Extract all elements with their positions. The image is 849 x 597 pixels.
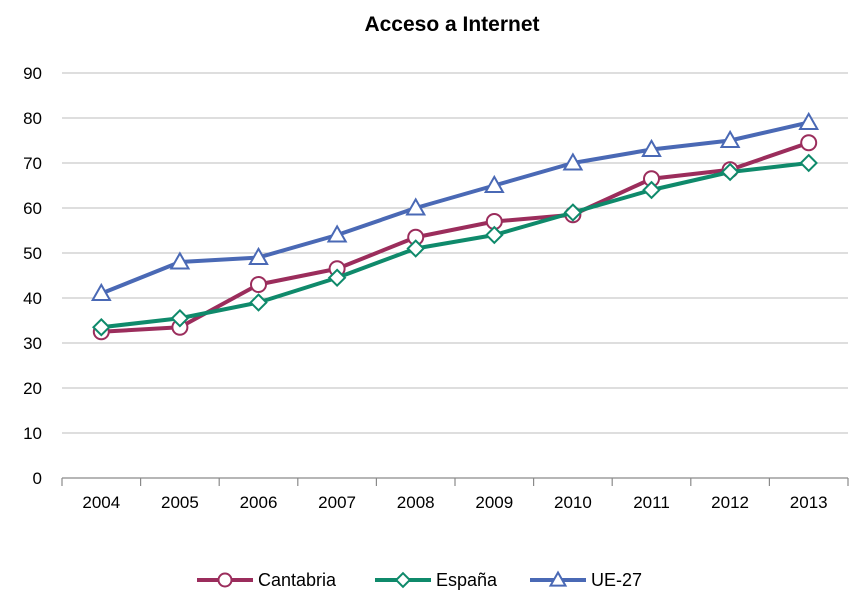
legend-swatch-marker-cantabria xyxy=(217,572,233,588)
y-tick-label-70: 70 xyxy=(23,154,42,173)
legend-label-espa-a: España xyxy=(436,570,498,590)
data-point-espa-a-2004 xyxy=(92,317,111,337)
data-point-espa-a-2013 xyxy=(799,153,818,173)
series-ue-27 xyxy=(90,111,820,301)
legend-item-espa-a: España xyxy=(375,570,498,590)
data-point-espa-a-2010 xyxy=(563,203,583,222)
x-tick-label-2007: 2007 xyxy=(318,493,356,512)
data-point-ue-27-2004 xyxy=(90,282,112,301)
y-tick-label-80: 80 xyxy=(23,109,42,128)
data-point-ue-27-2007 xyxy=(326,224,348,243)
series-lines xyxy=(90,111,820,341)
axes: 0 10 20 30 40 50 60 70 80 90 2004 2005 2006 2007 2008 2… xyxy=(23,64,849,512)
data-point-ue-27-2008 xyxy=(405,197,427,216)
data-point-espa-a-2011 xyxy=(642,180,661,200)
chart-title: Acceso a Internet xyxy=(364,13,539,36)
legend-label-ue-27: UE-27 xyxy=(591,570,642,590)
y-tick-label-60: 60 xyxy=(23,199,42,218)
legend: Cantabria España UE-27 xyxy=(197,570,642,590)
y-tick-label-40: 40 xyxy=(23,289,42,308)
data-point-espa-a-2006 xyxy=(249,293,268,312)
series-line-espa-a xyxy=(101,161,809,330)
data-point-ue-27-2010 xyxy=(562,152,584,171)
data-point-ue-27-2006 xyxy=(248,246,269,265)
x-tick-label-2004: 2004 xyxy=(82,493,120,512)
legend-label-cantabria: Cantabria xyxy=(258,570,337,590)
data-point-ue-27-2005 xyxy=(169,251,191,270)
x-tick-label-2008: 2008 xyxy=(397,493,435,512)
data-point-espa-a-2008 xyxy=(406,239,425,258)
x-tick-label-2011: 2011 xyxy=(633,493,670,512)
series-line-ue-27 xyxy=(100,120,810,296)
data-point-cantabria-2006 xyxy=(250,276,267,293)
series-cantabria xyxy=(92,134,818,341)
x-tick-label-2005: 2005 xyxy=(161,493,199,512)
y-tick-label-0: 0 xyxy=(33,469,42,488)
data-point-ue-27-2009 xyxy=(483,174,505,193)
data-point-ue-27-2011 xyxy=(641,138,662,157)
legend-item-cantabria: Cantabria xyxy=(197,570,337,590)
series-line-cantabria xyxy=(101,140,810,334)
data-point-espa-a-2005 xyxy=(170,308,190,328)
data-point-ue-27-2013 xyxy=(798,111,820,130)
y-tick-label-20: 20 xyxy=(23,379,42,398)
data-point-espa-a-2009 xyxy=(485,225,504,245)
data-point-espa-a-2007 xyxy=(327,268,347,288)
x-tick-label-2013: 2013 xyxy=(790,493,828,512)
legend-item-ue-27: UE-27 xyxy=(530,570,642,590)
series-espa-a xyxy=(92,153,818,337)
data-point-ue-27-2012 xyxy=(719,129,741,148)
legend-swatch-marker-ue-27 xyxy=(548,570,568,587)
x-tick-label-2010: 2010 xyxy=(554,493,592,512)
y-tick-label-50: 50 xyxy=(23,244,42,263)
x-tick-label-2012: 2012 xyxy=(711,493,749,512)
x-tick-label-2009: 2009 xyxy=(475,493,513,512)
y-tick-label-10: 10 xyxy=(23,424,42,443)
x-tick-label-2006: 2006 xyxy=(240,493,278,512)
y-tick-label-90: 90 xyxy=(23,64,42,83)
grid-lines xyxy=(62,72,848,434)
data-point-espa-a-2012 xyxy=(720,162,740,182)
data-point-cantabria-2013 xyxy=(800,134,818,152)
legend-swatch-marker-espa-a xyxy=(394,571,412,589)
y-tick-label-30: 30 xyxy=(23,334,42,353)
